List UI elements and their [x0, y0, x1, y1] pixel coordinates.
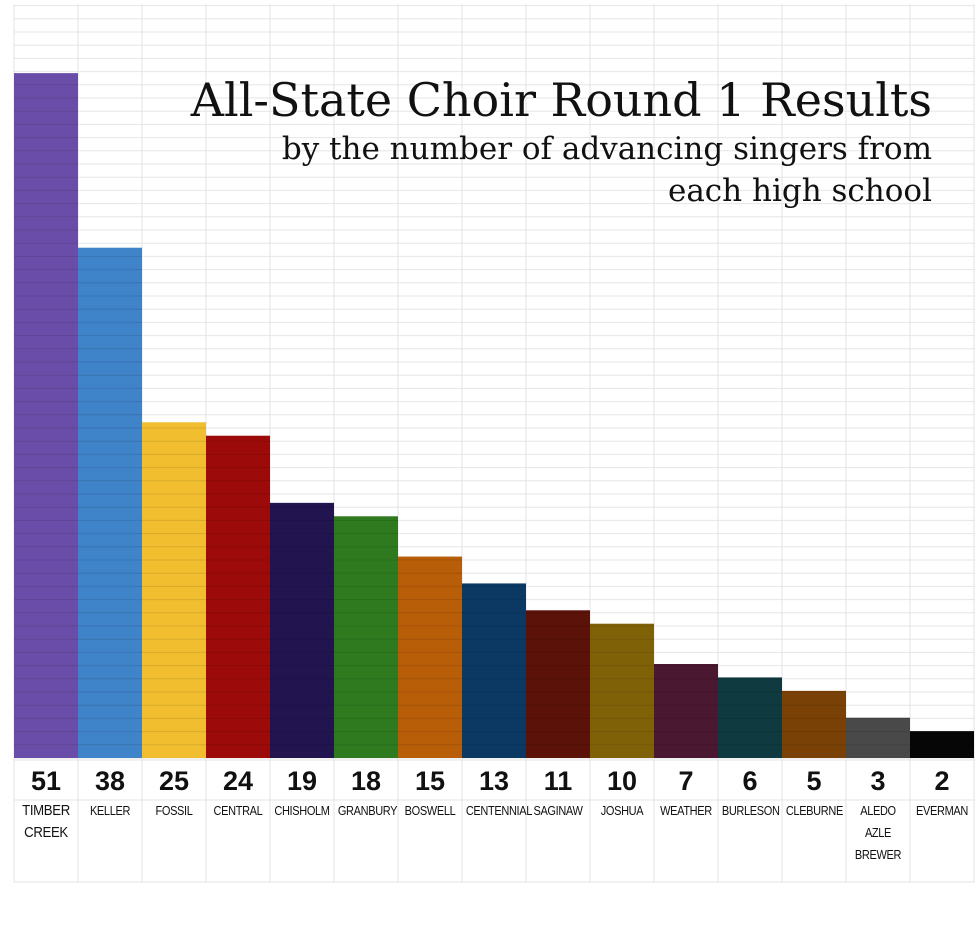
school-label: SAGINAW: [533, 804, 583, 818]
value-label: 15: [414, 766, 446, 796]
title-block: All-State Choir Round 1 Results by the n…: [191, 72, 932, 212]
value-label: 5: [806, 766, 822, 796]
category-cell: 11 SAGINAW: [526, 760, 590, 882]
bar: [398, 556, 462, 758]
value-label: 13: [478, 766, 510, 796]
value-label: 11: [543, 766, 573, 796]
school-label: CHISHOLM: [274, 804, 330, 818]
school-label: JOSHUA: [600, 804, 644, 818]
school-label: BURLESON: [721, 804, 780, 818]
bar: [526, 610, 590, 758]
school-label: GRANBURY: [337, 804, 398, 818]
category-cell: 6 BURLESON: [718, 760, 782, 882]
category-cell: 7 WEATHER: [654, 760, 718, 882]
chart-title: All-State Choir Round 1 Results: [190, 73, 932, 127]
category-cell: 24 CENTRAL: [206, 760, 270, 882]
bar: [14, 73, 78, 758]
school-label: CENTENNIAL: [465, 804, 533, 818]
bar: [910, 731, 974, 758]
school-label: CLEBURNE: [785, 804, 843, 818]
category-cell: 51 TIMBER CREEK: [14, 760, 78, 882]
bar: [206, 435, 270, 758]
school-label: KELLER: [89, 804, 131, 818]
bar: [78, 247, 142, 758]
category-cell: 19 CHISHOLM: [270, 760, 334, 882]
bar: [846, 717, 910, 758]
value-label: 38: [94, 766, 126, 796]
bar: [718, 677, 782, 758]
school-label: FOSSIL: [155, 804, 193, 818]
value-label: 18: [350, 766, 382, 796]
school-label: CENTRAL: [213, 804, 263, 818]
school-label: ALEDO: [860, 804, 896, 818]
bar: [462, 583, 526, 758]
value-label: 3: [870, 766, 886, 796]
bar: [654, 664, 718, 758]
school-label: AZLE: [864, 826, 892, 840]
school-label: BREWER: [854, 848, 902, 862]
category-cell: 13 CENTENNIAL: [462, 760, 533, 882]
value-label: 7: [678, 766, 694, 796]
bars: [14, 73, 974, 758]
bar: [334, 516, 398, 758]
value-label: 2: [934, 766, 950, 796]
bar: [270, 502, 334, 758]
value-label: 25: [158, 766, 190, 796]
school-label: BOSWELL: [404, 804, 456, 818]
value-label: 24: [222, 766, 254, 796]
category-cell: 15 BOSWELL: [398, 760, 462, 882]
chart-subtitle: by the number of advancing singers from …: [281, 131, 932, 209]
category-cell: 5 CLEBURNE: [782, 760, 846, 882]
category-cell: 18 GRANBURY: [334, 760, 398, 882]
school-label: CREEK: [24, 824, 68, 841]
bar: [142, 422, 206, 758]
value-label: 19: [286, 766, 318, 796]
category-cell: 2 EVERMAN: [910, 760, 974, 882]
value-label: 51: [30, 766, 62, 796]
category-cell: 25 FOSSIL: [142, 760, 206, 882]
value-label: 10: [606, 766, 638, 796]
school-label: EVERMAN: [916, 804, 968, 818]
category-cell: 38 KELLER: [78, 760, 142, 882]
value-label: 6: [742, 766, 758, 796]
category-cell: 3 ALEDO AZLE BREWER: [846, 760, 910, 882]
bar: [782, 690, 846, 758]
category-cell: 10 JOSHUA: [590, 760, 654, 882]
bar: [590, 623, 654, 758]
school-label: WEATHER: [660, 804, 712, 818]
school-label: TIMBER: [22, 802, 70, 819]
